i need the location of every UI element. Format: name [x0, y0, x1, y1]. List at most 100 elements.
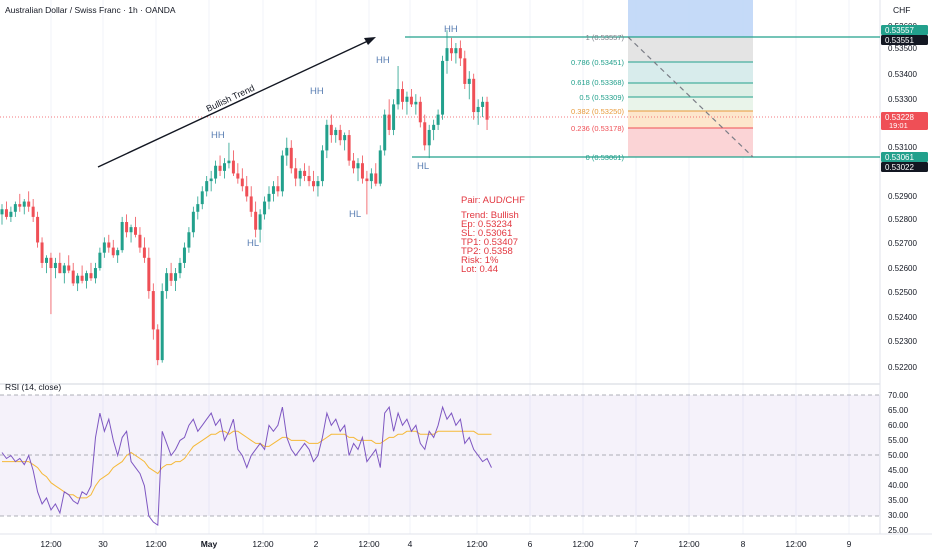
candle	[142, 247, 146, 258]
candle	[236, 173, 240, 179]
time-tick: 6	[528, 539, 533, 549]
trade-info-entry: Ep: 0.53234	[461, 219, 512, 230]
time-tick: 4	[408, 539, 413, 549]
candle	[458, 48, 462, 59]
fib-level-0236: 0.236 (0.53178)	[571, 124, 624, 133]
vertical-grid	[50, 0, 850, 534]
candle	[485, 101, 489, 120]
candle	[454, 48, 458, 54]
candle	[316, 181, 320, 187]
candle	[196, 204, 200, 212]
candle	[338, 129, 342, 141]
candle	[85, 273, 89, 281]
candle	[165, 273, 169, 292]
candle	[27, 201, 31, 207]
candle	[267, 193, 271, 202]
time-tick: 2	[314, 539, 319, 549]
swing-label-hh: HH	[376, 55, 390, 66]
candle	[156, 329, 160, 361]
price-tag-label: 0.53551	[885, 36, 914, 45]
candle	[116, 250, 120, 256]
price-tick: 0.52700	[888, 239, 917, 248]
time-tick: 12:00	[40, 539, 62, 549]
candle	[151, 291, 155, 330]
candle	[303, 170, 307, 176]
rsi-tick: 70.00	[888, 391, 909, 400]
price-tick: 0.53100	[888, 143, 917, 152]
time-tick: 9	[847, 539, 852, 549]
fib-level-05: 0.5 (0.53309)	[579, 93, 624, 102]
candle	[254, 211, 258, 230]
fib-level-0786: 0.786 (0.53451)	[571, 58, 624, 67]
trade-info-tp2: TP2: 0.5358	[461, 246, 513, 257]
date-range-highlight	[628, 0, 753, 37]
price-tag: 0.53022	[881, 162, 928, 172]
candle	[414, 101, 418, 105]
swing-label-hl: HL	[417, 161, 429, 172]
candle	[22, 201, 26, 207]
candle	[325, 124, 329, 151]
candle	[432, 124, 436, 130]
rsi-tick: 40.00	[888, 481, 909, 490]
candle	[347, 135, 351, 161]
fib-level-0: 0 (0.53061)	[586, 153, 625, 162]
candle	[343, 135, 347, 141]
time-tick: 12:00	[785, 539, 807, 549]
candle	[182, 247, 186, 263]
last-price-tag: 0.53228 19:01	[881, 112, 928, 130]
trade-info: Pair: AUD/CHF Trend: Bullish Ep: 0.53234…	[461, 195, 525, 275]
candle	[436, 114, 440, 125]
candle	[271, 186, 275, 194]
bullish-trend-arrow[interactable]	[97, 37, 376, 168]
rsi-title: RSI (14, close)	[5, 382, 61, 392]
candle	[227, 160, 231, 164]
price-tag: 0.53061	[881, 152, 928, 162]
candle	[62, 265, 66, 274]
trade-info-lot: Lot: 0.44	[461, 264, 498, 275]
candle	[472, 78, 476, 113]
price-tick: 0.53300	[888, 95, 917, 104]
candle	[383, 114, 387, 151]
candle	[80, 275, 84, 281]
candle	[71, 270, 75, 284]
candle	[374, 173, 378, 184]
fibonacci-retracement[interactable]: 1 (0.53557) 0.786 (0.53451) 0.618 (0.533…	[405, 33, 880, 162]
candle	[125, 222, 129, 233]
candle	[445, 48, 449, 61]
candle	[369, 173, 373, 182]
candle	[9, 211, 13, 217]
candle	[298, 170, 302, 179]
trade-info-pair: Pair: AUD/CHF	[461, 195, 525, 206]
time-tick: 12:00	[466, 539, 488, 549]
candle	[356, 163, 360, 169]
swing-label-hh: HH	[211, 130, 225, 141]
rsi-tick: 50.00	[888, 451, 909, 460]
candle	[36, 216, 40, 243]
price-tick: 0.53500	[888, 44, 917, 53]
candles	[0, 30, 489, 366]
candle	[187, 232, 191, 248]
rsi-tick: 35.00	[888, 496, 909, 505]
rsi-band	[0, 395, 880, 516]
time-tick: 12:00	[572, 539, 594, 549]
candle	[307, 175, 311, 182]
candle	[276, 186, 280, 192]
rsi-ma-line	[2, 430, 492, 499]
candle	[329, 124, 333, 136]
time-tick: 12:00	[678, 539, 700, 549]
candle	[169, 273, 173, 281]
rsi-tick: 55.00	[888, 436, 909, 445]
candle	[223, 163, 226, 171]
candle	[401, 89, 404, 102]
candle	[405, 96, 409, 102]
candle	[392, 104, 396, 130]
candle	[258, 214, 262, 230]
candle	[76, 275, 80, 284]
trade-info-trend: Trend: Bullish	[461, 210, 519, 221]
candle	[209, 178, 213, 182]
candle	[111, 247, 115, 256]
price-tick: 0.52200	[888, 363, 917, 372]
chart-title: Australian Dollar / Swiss Franc · 1h · O…	[5, 5, 176, 15]
